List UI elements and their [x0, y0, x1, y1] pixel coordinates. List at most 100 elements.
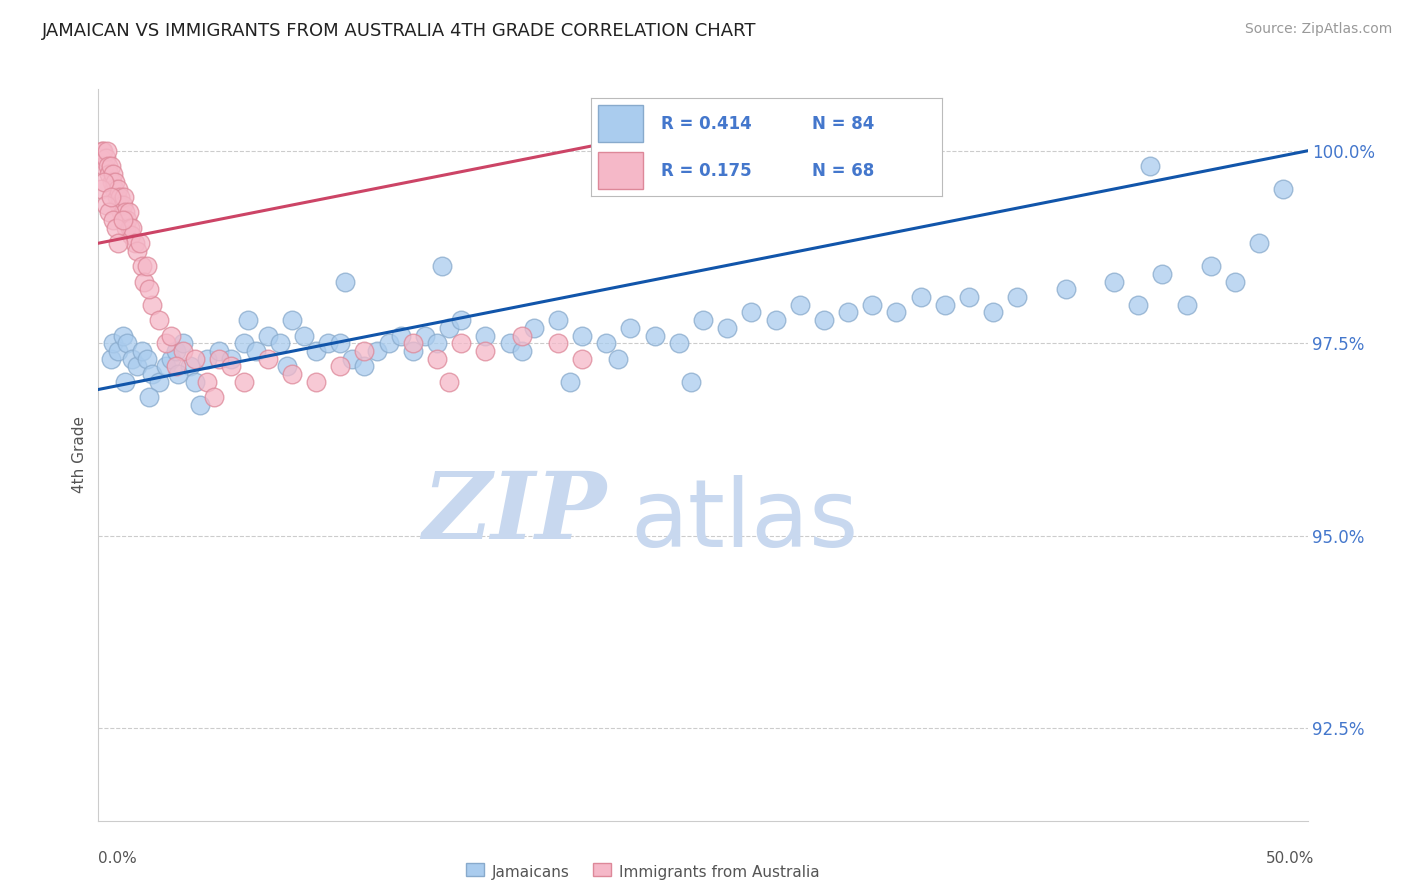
Point	[679, 375, 702, 389]
Point	[474, 343, 496, 358]
Point	[117, 213, 139, 227]
Point	[148, 375, 170, 389]
Point	[128, 236, 150, 251]
Point	[256, 328, 278, 343]
Point	[437, 321, 460, 335]
Point	[110, 205, 132, 219]
Point	[644, 328, 666, 343]
Point	[837, 305, 859, 319]
Point	[232, 336, 254, 351]
Point	[437, 375, 460, 389]
Point	[111, 328, 134, 343]
Point	[115, 220, 138, 235]
Point	[134, 275, 156, 289]
Point	[329, 336, 352, 351]
Point	[104, 220, 127, 235]
Point	[107, 236, 129, 251]
Point	[96, 197, 118, 211]
Legend: Jamaicans, Immigrants from Australia: Jamaicans, Immigrants from Australia	[460, 859, 825, 886]
Point	[108, 190, 131, 204]
Point	[269, 336, 291, 351]
Point	[97, 159, 120, 173]
Point	[1249, 236, 1271, 251]
Point	[221, 359, 243, 374]
Point	[607, 351, 630, 366]
Point	[1007, 290, 1029, 304]
FancyBboxPatch shape	[598, 105, 644, 142]
Text: R = 0.175: R = 0.175	[661, 161, 751, 179]
Point	[117, 336, 139, 351]
Point	[789, 298, 811, 312]
FancyBboxPatch shape	[598, 152, 644, 189]
Point	[547, 336, 569, 351]
Point	[716, 321, 738, 335]
Point	[498, 336, 520, 351]
Text: JAMAICAN VS IMMIGRANTS FROM AUSTRALIA 4TH GRADE CORRELATION CHART: JAMAICAN VS IMMIGRANTS FROM AUSTRALIA 4T…	[42, 22, 756, 40]
Text: atlas: atlas	[630, 475, 859, 566]
Point	[101, 336, 124, 351]
Point	[413, 328, 436, 343]
Point	[342, 351, 364, 366]
Point	[692, 313, 714, 327]
Text: N = 84: N = 84	[813, 115, 875, 133]
Point	[329, 359, 352, 374]
Point	[595, 336, 617, 351]
Point	[474, 328, 496, 343]
Point	[172, 343, 194, 358]
Point	[389, 328, 412, 343]
Point	[510, 328, 533, 343]
Point	[208, 351, 231, 366]
Point	[131, 260, 153, 274]
Point	[886, 305, 908, 319]
Point	[256, 351, 278, 366]
Point	[957, 290, 980, 304]
Point	[141, 298, 163, 312]
Point	[127, 244, 149, 258]
Point	[910, 290, 932, 304]
Point	[135, 351, 157, 366]
Point	[305, 343, 328, 358]
Point	[1054, 282, 1077, 296]
Point	[96, 144, 118, 158]
Point	[120, 228, 142, 243]
Point	[104, 175, 127, 189]
Point	[155, 359, 177, 374]
Point	[111, 197, 134, 211]
Point	[292, 328, 315, 343]
Point	[105, 190, 128, 204]
Point	[118, 205, 141, 219]
Point	[1272, 182, 1295, 196]
Point	[619, 321, 641, 335]
Point	[121, 220, 143, 235]
Point	[571, 351, 593, 366]
Text: N = 68: N = 68	[813, 161, 875, 179]
Point	[141, 367, 163, 381]
Point	[100, 175, 122, 189]
Point	[221, 351, 243, 366]
Point	[668, 336, 690, 351]
Point	[238, 313, 260, 327]
Point	[91, 144, 114, 158]
Point	[426, 351, 449, 366]
Point	[208, 343, 231, 358]
Point	[114, 205, 136, 219]
Point	[402, 343, 425, 358]
Point	[98, 167, 121, 181]
Point	[100, 351, 122, 366]
Text: 50.0%: 50.0%	[1267, 851, 1315, 865]
Point	[179, 359, 201, 374]
Text: R = 0.414: R = 0.414	[661, 115, 752, 133]
Point	[108, 197, 131, 211]
Point	[97, 205, 120, 219]
Point	[430, 260, 453, 274]
Point	[114, 375, 136, 389]
Point	[281, 313, 304, 327]
Point	[305, 375, 328, 389]
Point	[860, 298, 883, 312]
Point	[112, 213, 135, 227]
Point	[245, 343, 267, 358]
Point	[547, 313, 569, 327]
Text: Source: ZipAtlas.com: Source: ZipAtlas.com	[1244, 22, 1392, 37]
Point	[90, 182, 112, 196]
Point	[160, 328, 183, 343]
